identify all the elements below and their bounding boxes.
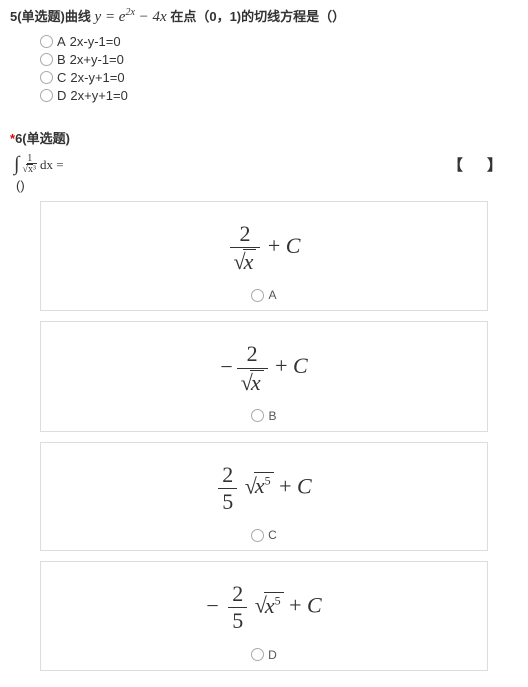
q6-title-text: 6(单选题) bbox=[15, 131, 70, 146]
integral-icon: ∫ bbox=[14, 153, 19, 176]
option-text: 2x-y+1=0 bbox=[70, 70, 124, 85]
q6-option-b[interactable]: −2√x + C B bbox=[40, 321, 488, 431]
q5-prefix: 5(单选题)曲线 bbox=[10, 9, 95, 24]
stem-fraction: 1 √x³ bbox=[21, 154, 38, 175]
q5-option-c[interactable]: C 2x-y+1=0 bbox=[40, 70, 518, 85]
option-letter: A bbox=[57, 34, 66, 49]
radio-icon bbox=[251, 529, 264, 542]
answer-brackets: 【 】 bbox=[448, 154, 518, 175]
q6-stem: ∫ 1 √x³ dx = 【 】 bbox=[14, 153, 518, 176]
radio-icon bbox=[251, 648, 264, 661]
radio-icon bbox=[40, 53, 53, 66]
radio-icon bbox=[40, 35, 53, 48]
question-5: 5(单选题)曲线 y = e2x − 4x 在点（0，1)的切线方程是（） A … bbox=[0, 0, 528, 110]
option-letter: C bbox=[57, 70, 66, 85]
q5-option-b[interactable]: B 2x+y-1=0 bbox=[40, 52, 518, 67]
question-6: *6(单选题) ∫ 1 √x³ dx = 【 】 () 2√x + C A −2… bbox=[0, 110, 528, 687]
q6-option-a[interactable]: 2√x + C A bbox=[40, 201, 488, 311]
q6-stem-math: ∫ 1 √x³ dx = bbox=[14, 153, 64, 176]
option-a-math: 2√x + C bbox=[41, 216, 487, 288]
q5-math: y = e2x − 4x bbox=[95, 9, 167, 25]
option-b-math: −2√x + C bbox=[41, 336, 487, 408]
q6-option-c[interactable]: 25 √x5 + C C bbox=[40, 442, 488, 551]
option-text: 2x-y-1=0 bbox=[70, 34, 121, 49]
q5-suffix: 在点（0，1)的切线方程是（） bbox=[170, 9, 345, 24]
radio-icon bbox=[40, 89, 53, 102]
option-b-label: B bbox=[41, 409, 487, 425]
q6-option-d[interactable]: − 25 √x5 + C D bbox=[40, 561, 488, 670]
radio-icon bbox=[251, 289, 264, 302]
q5-options: A 2x-y-1=0 B 2x+y-1=0 C 2x-y+1=0 D 2x+y+… bbox=[10, 34, 518, 103]
option-d-math: − 25 √x5 + C bbox=[41, 576, 487, 647]
q5-option-d[interactable]: D 2x+y+1=0 bbox=[40, 88, 518, 103]
option-d-label: D bbox=[41, 648, 487, 664]
radio-icon bbox=[40, 71, 53, 84]
option-c-label: C bbox=[41, 528, 487, 544]
stem-dx: dx = bbox=[40, 157, 64, 173]
option-text: 2x+y-1=0 bbox=[70, 52, 124, 67]
q5-title: 5(单选题)曲线 y = e2x − 4x 在点（0，1)的切线方程是（） bbox=[10, 6, 518, 26]
option-text: 2x+y+1=0 bbox=[70, 88, 127, 103]
q6-paren: () bbox=[16, 178, 518, 193]
q5-option-a[interactable]: A 2x-y-1=0 bbox=[40, 34, 518, 49]
radio-icon bbox=[251, 409, 264, 422]
option-letter: B bbox=[57, 52, 66, 67]
option-c-math: 25 √x5 + C bbox=[41, 457, 487, 528]
q6-title: *6(单选题) bbox=[10, 128, 518, 147]
option-a-label: A bbox=[41, 288, 487, 304]
option-letter: D bbox=[57, 88, 66, 103]
